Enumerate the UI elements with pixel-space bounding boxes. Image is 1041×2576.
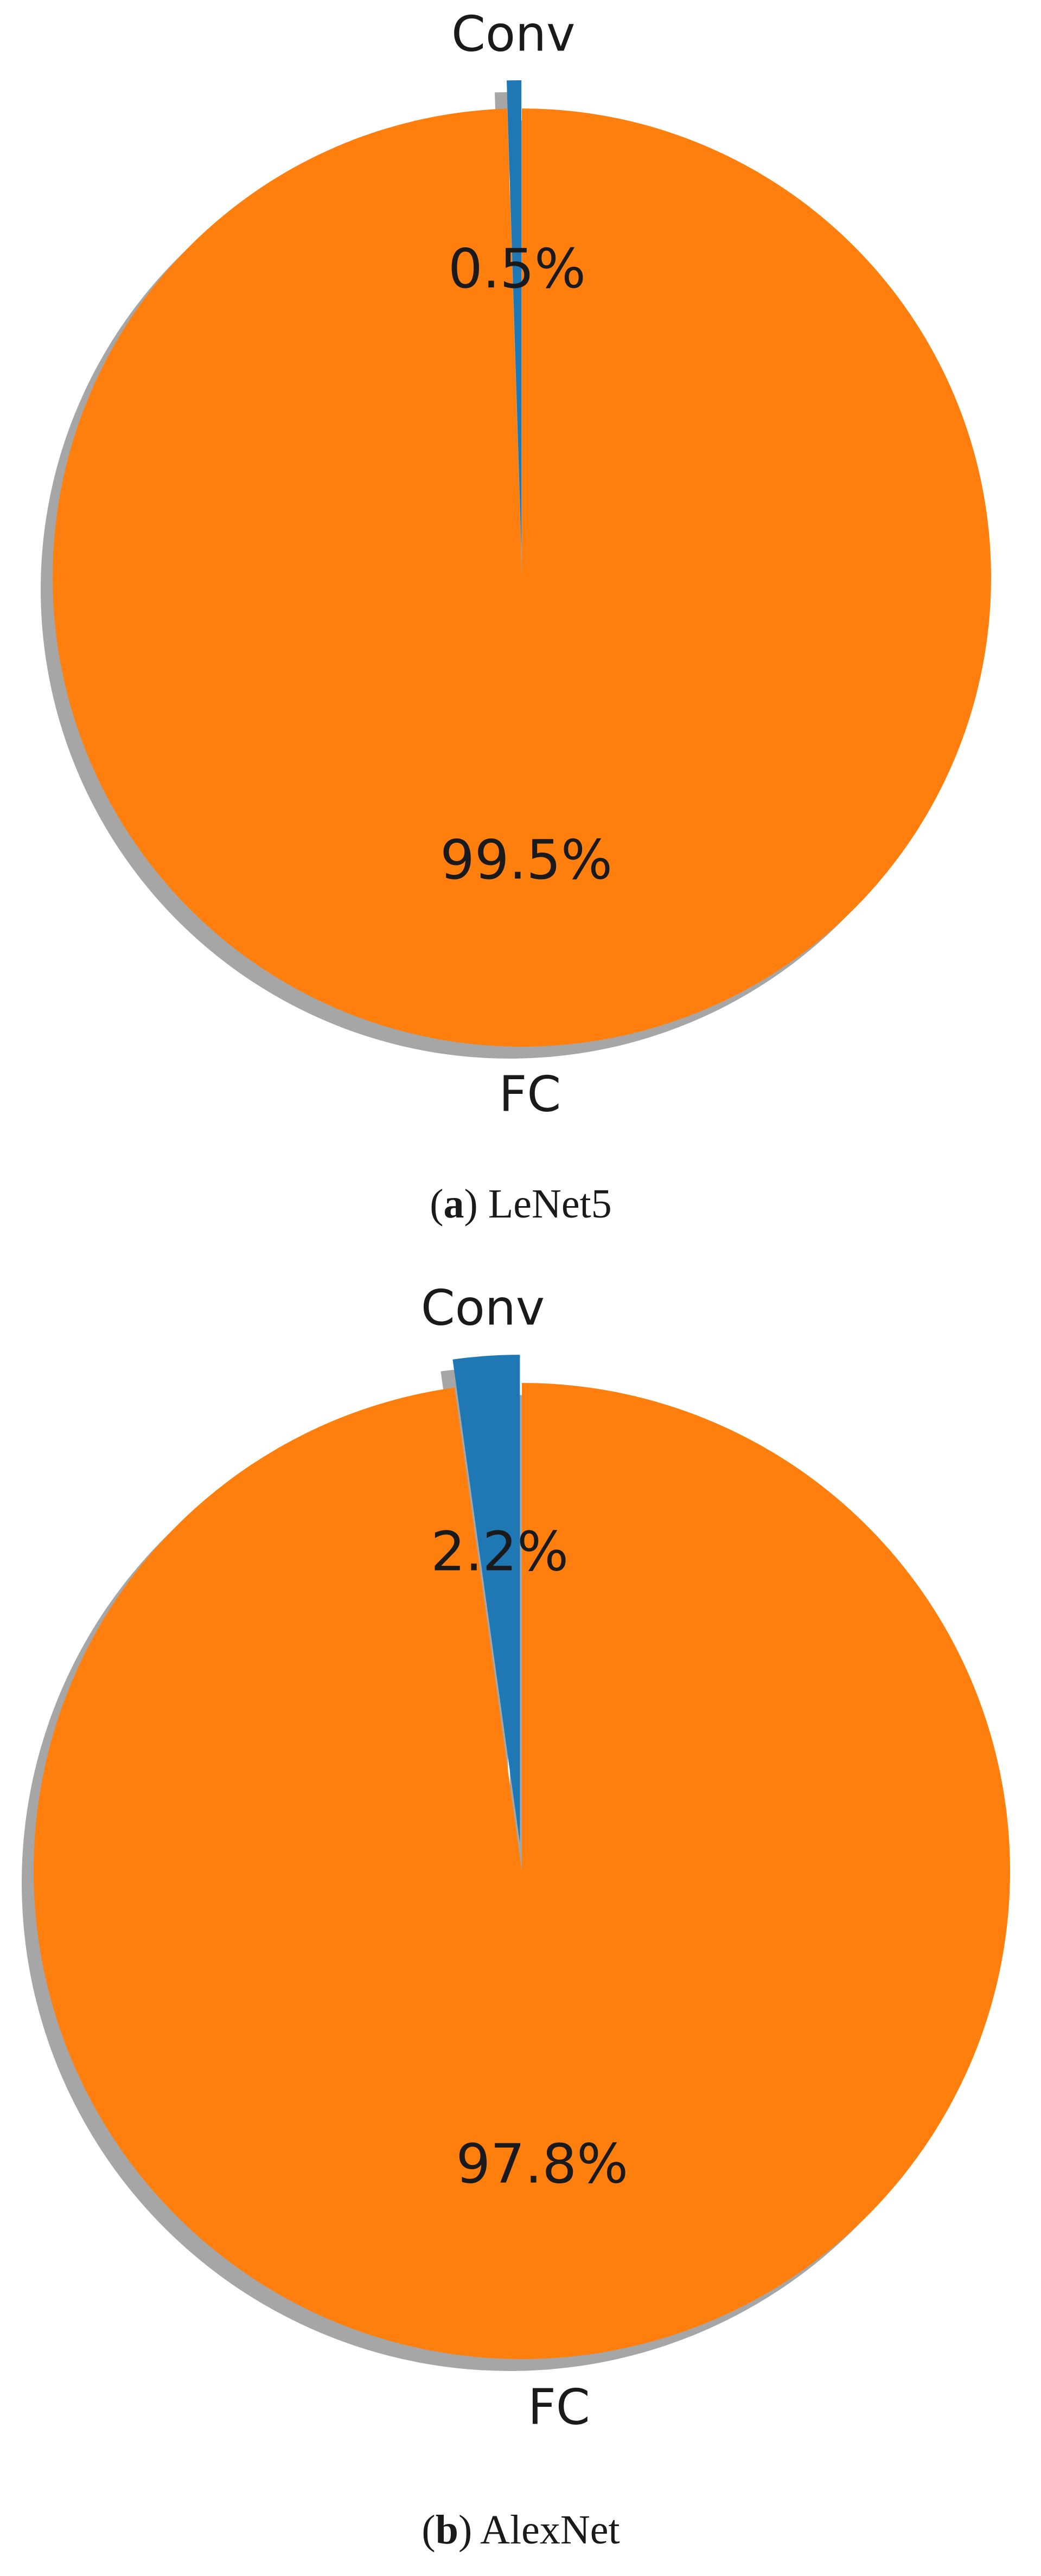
slice-label-fc-a: FC <box>499 1066 561 1123</box>
caption-letter-a: a <box>444 1181 464 1227</box>
pie-slice-fc <box>52 108 991 1047</box>
pie-slice-conv <box>507 80 522 550</box>
caption-a: (a) LeNet5 <box>430 1181 612 1227</box>
slice-pct-conv-a: 0.5% <box>448 237 586 300</box>
panel-b: Conv 2.2% 97.8% FC (b) AlexNet <box>21 1279 1010 2553</box>
slice-pct-fc-b: 97.8% <box>456 2132 628 2196</box>
caption-letter-b: b <box>436 2507 458 2553</box>
slice-label-fc-b: FC <box>528 2379 590 2436</box>
slice-pct-fc-a: 99.5% <box>440 828 612 892</box>
pie-slices-a <box>52 80 991 1047</box>
pie-slices-b <box>33 1355 1010 2360</box>
slice-label-conv-a: Conv <box>451 6 575 63</box>
slice-label-conv-b: Conv <box>421 1279 545 1336</box>
panel-a: Conv 0.5% 99.5% FC (a) LeNet5 <box>40 6 991 1227</box>
caption-name-a: LeNet5 <box>488 1181 612 1227</box>
slice-pct-conv-b: 2.2% <box>431 1520 569 1583</box>
pie-slice-conv <box>452 1355 520 1843</box>
caption-name-b: AlexNet <box>480 2507 620 2553</box>
caption-b: (b) AlexNet <box>421 2507 620 2553</box>
pie-slice-fc <box>33 1383 1010 2360</box>
